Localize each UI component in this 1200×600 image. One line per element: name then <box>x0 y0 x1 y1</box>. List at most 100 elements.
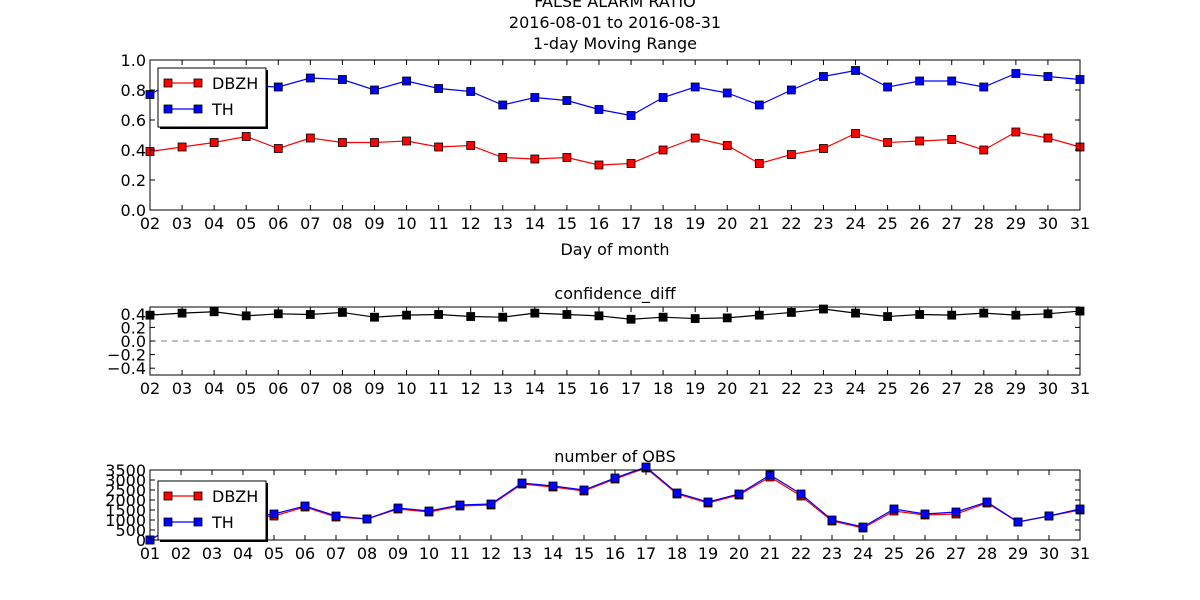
data-point <box>362 514 372 524</box>
x-tick-label: 25 <box>877 214 897 233</box>
data-point <box>851 129 860 138</box>
legend-marker <box>193 517 203 527</box>
x-tick-label: 03 <box>172 379 192 398</box>
data-point <box>658 93 668 102</box>
x-tick-label: 04 <box>204 379 224 398</box>
x-tick-label: 15 <box>557 214 577 233</box>
x-tick-label: 06 <box>268 214 288 233</box>
x-tick-label: 19 <box>685 379 705 398</box>
x-tick-label: 28 <box>974 214 994 233</box>
x-tick-label: 27 <box>946 544 966 563</box>
chart-title: number of OBS <box>554 447 675 466</box>
legend-box <box>157 480 267 541</box>
data-point <box>754 159 764 168</box>
y-tick-label: 500 <box>115 521 146 540</box>
x-tick-label: 07 <box>300 379 320 398</box>
y-tick-label: 3000 <box>105 471 146 490</box>
data-point <box>517 478 527 488</box>
data-point <box>530 93 540 102</box>
x-tick-label: 28 <box>977 544 997 563</box>
chart-title-line: FALSE ALARM RATIO <box>534 0 695 11</box>
x-tick-label: 14 <box>525 379 545 398</box>
x-tick-label: 22 <box>781 379 801 398</box>
y-tick-label: −0.4 <box>107 359 146 378</box>
x-tick-label: 23 <box>813 214 833 233</box>
series-th <box>145 462 1085 545</box>
data-point <box>331 511 341 521</box>
data-point <box>979 145 989 155</box>
x-tick-label: 13 <box>512 544 532 563</box>
x-tick-label: 27 <box>942 379 962 398</box>
data-point <box>819 144 828 153</box>
x-tick-label: 22 <box>781 214 801 233</box>
x-tick-label: 15 <box>557 379 577 398</box>
x-tick-label: 07 <box>326 544 346 563</box>
x-tick-label: 11 <box>428 379 448 398</box>
y-tick-label: 0.4 <box>121 141 146 160</box>
data-point <box>370 85 379 95</box>
x-tick-label: 23 <box>822 544 842 563</box>
x-tick-label: 31 <box>1070 379 1090 398</box>
series-line <box>149 131 1081 166</box>
x-tick-label: 10 <box>419 544 439 563</box>
series-line <box>149 69 1081 117</box>
data-point <box>1011 69 1021 78</box>
data-point <box>722 141 732 150</box>
data-point <box>530 154 540 164</box>
x-tick-label: 19 <box>685 214 705 233</box>
data-point <box>305 73 315 83</box>
data-point <box>434 84 444 93</box>
legend-entry-th: TH <box>163 513 234 532</box>
x-tick-label: 19 <box>698 544 718 563</box>
data-point <box>1011 310 1021 320</box>
x-tick-label: 04 <box>204 214 224 233</box>
x-tick-label: 17 <box>621 214 641 233</box>
x-tick-label: 03 <box>172 214 192 233</box>
x-tick-label: 14 <box>525 214 545 233</box>
x-tick-label: 20 <box>729 544 749 563</box>
data-point <box>594 105 604 114</box>
x-tick-label: 02 <box>140 379 160 398</box>
data-point <box>915 76 925 86</box>
data-point <box>786 85 796 95</box>
y-tick-label: 2500 <box>105 481 146 500</box>
data-point <box>703 497 713 507</box>
x-tick-label: 30 <box>1039 544 1059 563</box>
data-point <box>402 136 411 146</box>
data-point <box>455 500 465 510</box>
data-point <box>1043 133 1053 143</box>
data-point <box>273 144 283 153</box>
x-tick-label: 13 <box>493 379 513 398</box>
data-point <box>947 135 957 144</box>
x-tick-label: 24 <box>853 544 873 563</box>
data-point <box>626 111 636 120</box>
data-point <box>658 145 668 155</box>
data-point <box>241 132 251 141</box>
data-point <box>920 509 930 519</box>
axes-frame <box>149 59 1081 211</box>
x-tick-label: 22 <box>791 544 811 563</box>
data-point <box>498 100 508 110</box>
legend: DBZH TH <box>157 480 268 542</box>
x-tick-label: 26 <box>909 214 929 233</box>
x-tick-label: 17 <box>621 379 641 398</box>
data-point <box>486 499 496 509</box>
x-tick-label: 21 <box>760 544 780 563</box>
data-point <box>466 312 476 321</box>
data-point <box>754 100 764 110</box>
x-tick-label: 09 <box>364 214 384 233</box>
data-point <box>370 138 379 147</box>
x-tick-label: 08 <box>332 214 352 233</box>
data-point <box>209 138 219 147</box>
x-tick-label: 20 <box>717 379 737 398</box>
series-0 <box>145 304 1085 324</box>
x-tick-label: 26 <box>915 544 935 563</box>
legend-label: TH <box>211 513 234 532</box>
x-tick-label: 29 <box>1006 214 1026 233</box>
legend-label: TH <box>211 100 234 119</box>
y-tick-label: 0.0 <box>121 332 146 351</box>
legend-entry-dbzh: DBZH <box>163 74 258 93</box>
legend-marker <box>163 104 173 114</box>
data-point <box>722 313 732 323</box>
